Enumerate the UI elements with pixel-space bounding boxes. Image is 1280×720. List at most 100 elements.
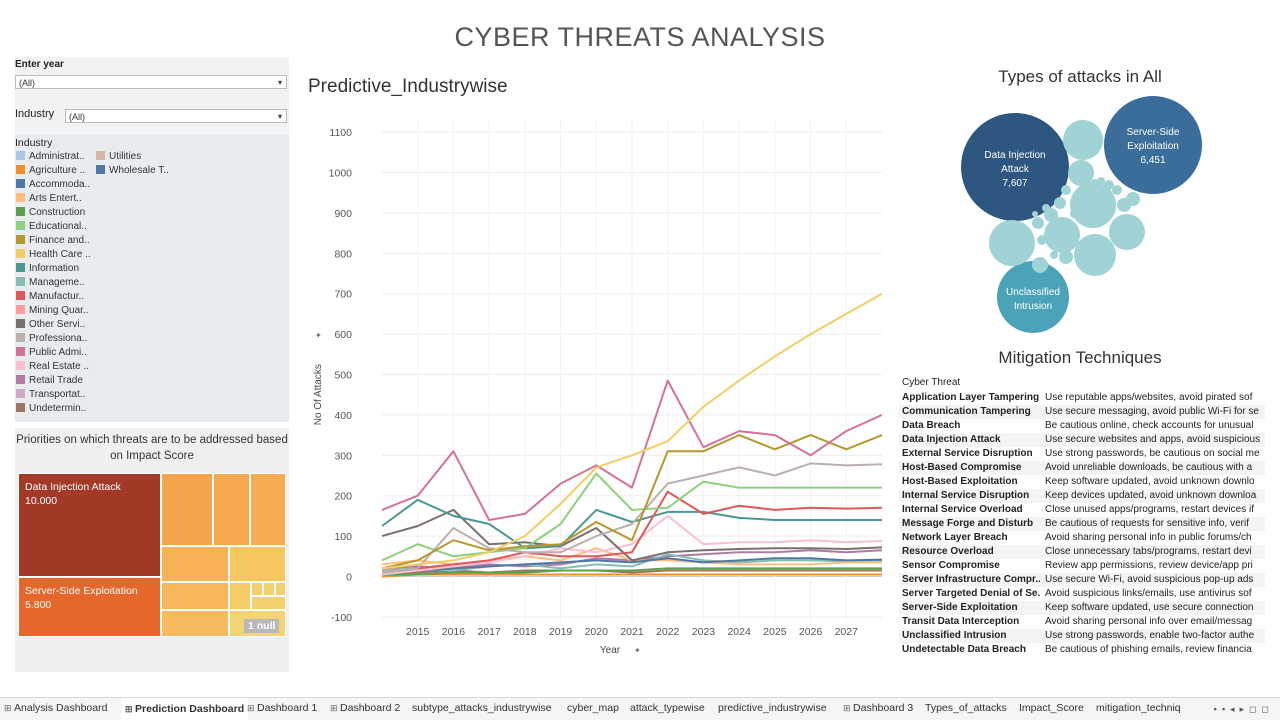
pin-icon[interactable]: ✦ (634, 646, 641, 655)
series-line[interactable] (381, 573, 882, 578)
series-line[interactable] (382, 567, 882, 576)
series-line[interactable] (381, 490, 883, 574)
tab-mitigation-techniq[interactable]: mitigation_techniq (1096, 702, 1181, 714)
table-row[interactable]: Server Targeted Denial of Se.. Avoid susp… (899, 587, 1265, 601)
legend-item[interactable]: Finance and.. (16, 234, 90, 248)
legend-item[interactable]: Retail Trade (16, 374, 83, 388)
null-badge[interactable]: 1 null (244, 619, 280, 633)
series-line[interactable] (381, 514, 883, 576)
series-line[interactable] (381, 557, 883, 576)
bubble[interactable] (1032, 217, 1044, 229)
legend-item[interactable]: Administrat.. (16, 150, 85, 164)
legend-item[interactable]: Utilities (96, 150, 141, 164)
series-line[interactable] (381, 498, 882, 550)
tab-subtype-attacks-industrywise[interactable]: subtype_attacks_industrywise (412, 702, 552, 714)
bubble[interactable] (1054, 197, 1066, 209)
bubble[interactable] (1061, 185, 1071, 195)
table-row[interactable]: Host-Based Compromise Avoid unreliable do… (899, 461, 1265, 475)
legend-item[interactable]: Manageme.. (16, 276, 85, 290)
table-row[interactable]: External Service Disruption Use strong pa… (899, 447, 1265, 461)
bubble[interactable] (989, 220, 1035, 266)
bubble-data-injection[interactable] (961, 113, 1069, 221)
bubble[interactable] (1126, 192, 1140, 206)
series-line[interactable] (381, 472, 882, 562)
legend-item[interactable]: Wholesale T.. (96, 164, 169, 178)
legend-item[interactable]: Manufactur.. (16, 290, 84, 304)
bubble[interactable] (1059, 250, 1073, 264)
legend-item[interactable]: Health Care .. (16, 248, 91, 262)
tab-analysis-dashboard[interactable]: ⊞ Analysis Dashboard (4, 702, 107, 714)
legend-item[interactable]: Other Servi.. (16, 318, 85, 332)
series-line[interactable] (381, 434, 883, 570)
bubble[interactable] (1042, 204, 1050, 212)
treemap-cell[interactable] (275, 582, 286, 596)
bubble-server-side[interactable] (1104, 96, 1202, 194)
table-row[interactable]: Undetectable Data Breach Be cautious of p… (899, 643, 1265, 657)
table-row[interactable]: Communication Tampering Use secure messag… (899, 405, 1265, 419)
bubble[interactable] (1044, 217, 1080, 253)
treemap-cell[interactable] (161, 546, 229, 582)
tab-predictive-industrywise[interactable]: predictive_industrywise (718, 702, 827, 714)
series-line[interactable] (381, 462, 883, 574)
tab-impact-score[interactable]: Impact_Score (1019, 702, 1084, 714)
bubble[interactable] (1032, 257, 1048, 273)
bubble[interactable] (1091, 179, 1099, 187)
legend-item[interactable]: Undetermin.. (16, 402, 86, 416)
table-row[interactable]: Internal Service Disruption Keep devices … (899, 489, 1265, 503)
series-line[interactable] (381, 553, 883, 572)
industry-select[interactable]: (All) ▾ (65, 109, 287, 123)
tab-dashboard-2[interactable]: ⊞ Dashboard 2 (330, 702, 400, 714)
legend-item[interactable]: Educational.. (16, 220, 87, 234)
treemap-cell[interactable] (251, 582, 263, 596)
bubble[interactable] (1063, 120, 1103, 160)
treemap-cell-server-side[interactable]: Server-Side Exploitation 5.800 (18, 577, 161, 637)
legend-item[interactable]: Construction (16, 206, 85, 220)
series-line[interactable] (381, 379, 883, 521)
legend-item[interactable]: Public Admi.. (16, 346, 87, 360)
legend-item[interactable]: Transportat.. (16, 388, 85, 402)
bubble[interactable] (1109, 214, 1145, 250)
table-row[interactable]: Unclassified Intrusion Use strong passwor… (899, 629, 1265, 643)
legend-item[interactable]: Mining Quar.. (16, 304, 88, 318)
bubble[interactable] (1037, 235, 1047, 245)
legend-item[interactable]: Information (16, 262, 79, 276)
tab-attack-typewise[interactable]: attack_typewise (630, 702, 705, 714)
bubble[interactable] (1070, 182, 1116, 228)
bubble[interactable] (1074, 234, 1116, 276)
legend-item[interactable]: Agriculture .. (16, 164, 85, 178)
legend-item[interactable]: Professiona.. (16, 332, 87, 346)
tab-types-of-attacks[interactable]: Types_of_attacks (925, 702, 1007, 714)
table-row[interactable]: Transit Data Interception Avoid sharing p… (899, 615, 1265, 629)
treemap-cell[interactable] (229, 546, 286, 582)
treemap-cell[interactable] (161, 582, 229, 610)
treemap-cell-data-injection[interactable]: Data Injection Attack 10.000 (18, 473, 161, 577)
series-line[interactable] (381, 292, 883, 570)
treemap-cell[interactable] (263, 582, 275, 596)
treemap-cell[interactable] (251, 596, 286, 610)
table-row[interactable]: Message Forge and Disturb Be cautious of … (899, 517, 1265, 531)
legend-item[interactable]: Arts Entert.. (16, 192, 82, 206)
treemap-cell[interactable] (229, 582, 251, 610)
legend-item[interactable]: Accommoda.. (16, 178, 90, 192)
tab-nav-controls[interactable]: ▪▪◂▸◻◻ (1213, 704, 1274, 714)
series-line[interactable] (381, 508, 883, 562)
table-row[interactable]: Server Infrastructure Compr.. Use secure … (899, 573, 1265, 587)
series-line[interactable] (382, 569, 882, 574)
table-row[interactable]: Data Breach Be cautious online, check acc… (899, 419, 1265, 433)
table-row[interactable]: Host-Based Exploitation Keep software upd… (899, 475, 1265, 489)
bubble[interactable] (1068, 160, 1094, 186)
bubble[interactable] (1104, 180, 1114, 190)
tab-dashboard-1[interactable]: ⊞ Dashboard 1 (247, 702, 317, 714)
table-row[interactable]: Internal Service Overload Close unused ap… (899, 503, 1265, 517)
tab-dashboard-3[interactable]: ⊞ Dashboard 3 (843, 702, 913, 714)
bubble-unclassified-intrusion[interactable] (997, 261, 1069, 333)
treemap-cell[interactable] (250, 473, 286, 546)
table-row[interactable]: Server-Side Exploitation Keep software up… (899, 601, 1265, 615)
bubble[interactable] (1032, 211, 1038, 217)
year-select[interactable]: (All) ▾ (15, 75, 287, 89)
table-row[interactable]: Network Layer Breach Avoid sharing person… (899, 531, 1265, 545)
tab-cyber-map[interactable]: cyber_map (567, 702, 619, 714)
legend-item[interactable]: Real Estate .. (16, 360, 89, 374)
bubble[interactable] (1050, 251, 1058, 259)
table-row[interactable]: Resource Overload Close unnecessary tabs/… (899, 545, 1265, 559)
